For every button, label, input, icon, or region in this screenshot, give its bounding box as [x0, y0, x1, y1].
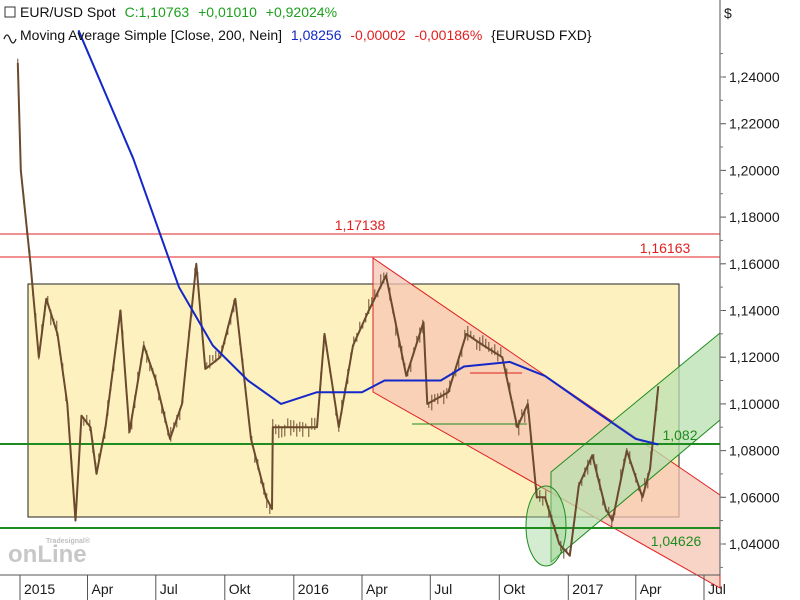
y-tick-label: 1,04000: [729, 536, 780, 552]
currency-label: $: [724, 5, 732, 21]
level-label-resistance-2: 1,16163: [640, 240, 691, 256]
instrument-close: C:1,10763: [125, 4, 190, 20]
x-axis: 2015 Apr Jul Okt 2016 Apr Jul Okt 2017 Apr Jul: [0, 574, 726, 600]
indicator-value: 1,08256: [291, 27, 342, 43]
x-tick-label: 2015: [24, 581, 55, 597]
x-tick-label: Jul: [708, 581, 726, 597]
indicator-change-pct: -0,00186%: [415, 27, 483, 43]
x-tick-label: Apr: [366, 581, 388, 597]
instrument-name: EUR/USD Spot: [20, 4, 116, 20]
svg-text:Moving Average Simple [Close,: Moving Average Simple [Close, 200, Nein]…: [20, 27, 592, 43]
x-tick-label: Okt: [229, 581, 251, 597]
y-tick-label: 1,10000: [729, 396, 780, 412]
x-tick-label: Okt: [503, 581, 525, 597]
watermark-logo: Tradesignal® onLine: [8, 537, 91, 568]
svg-text:Tradesignal®: Tradesignal®: [46, 537, 91, 545]
level-label-support-2: 1,04626: [651, 533, 702, 549]
x-tick-label: Apr: [640, 581, 662, 597]
level-label-resistance-1: 1,17138: [335, 217, 386, 233]
instrument-change: +0,01010: [198, 4, 257, 20]
x-tick-label: Jul: [160, 581, 178, 597]
y-axis: $ 1,04000 1,06000 1,08000 1,10000 1,12000 1,1…: [719, 0, 780, 575]
y-tick-label: 1,12000: [729, 349, 780, 365]
y-tick-label: 1,24000: [729, 69, 780, 85]
x-tick-label: Jul: [434, 581, 452, 597]
instrument-checkbox[interactable]: [4, 6, 16, 18]
indicator-name: Moving Average Simple [Close, 200, Nein]: [20, 27, 282, 43]
plot-area: 1,17138 1,16163 1,082 1,04626: [0, 29, 721, 589]
y-tick-label: 1,22000: [729, 116, 780, 132]
y-tick-label: 1,06000: [729, 489, 780, 505]
y-tick-label: 1,08000: [729, 443, 780, 459]
price-wicks: [17, 58, 658, 559]
x-tick-label: 2016: [298, 581, 329, 597]
instrument-change-pct: +0,92024%: [266, 4, 337, 20]
x-tick-label: Apr: [92, 581, 114, 597]
chart-header: EUR/USD Spot C:1,10763 +0,01010 +0,92024…: [3, 4, 592, 44]
y-tick-label: 1,20000: [729, 162, 780, 178]
price-series: [16, 62, 660, 557]
bottom-ellipse: [525, 485, 567, 567]
down-channel: [372, 257, 721, 589]
indicator-wave-icon: [3, 34, 17, 44]
sma-series: [77, 29, 659, 446]
indicator-symbol: {EURUSD FXD}: [491, 27, 592, 43]
svg-text:onLine: onLine: [8, 541, 87, 568]
x-tick-label: 2017: [572, 581, 603, 597]
level-label-support-1: 1,082: [662, 427, 697, 443]
y-tick-label: 1,16000: [729, 256, 780, 272]
svg-text:EUR/USD Spot C:1,10763: EUR/USD Spot C:1,10763 +0,01010 +0,92024…: [20, 4, 337, 20]
y-tick-label: 1,14000: [729, 303, 780, 319]
indicator-change: -0,00002: [350, 27, 405, 43]
y-tick-label: 1,18000: [729, 209, 780, 225]
